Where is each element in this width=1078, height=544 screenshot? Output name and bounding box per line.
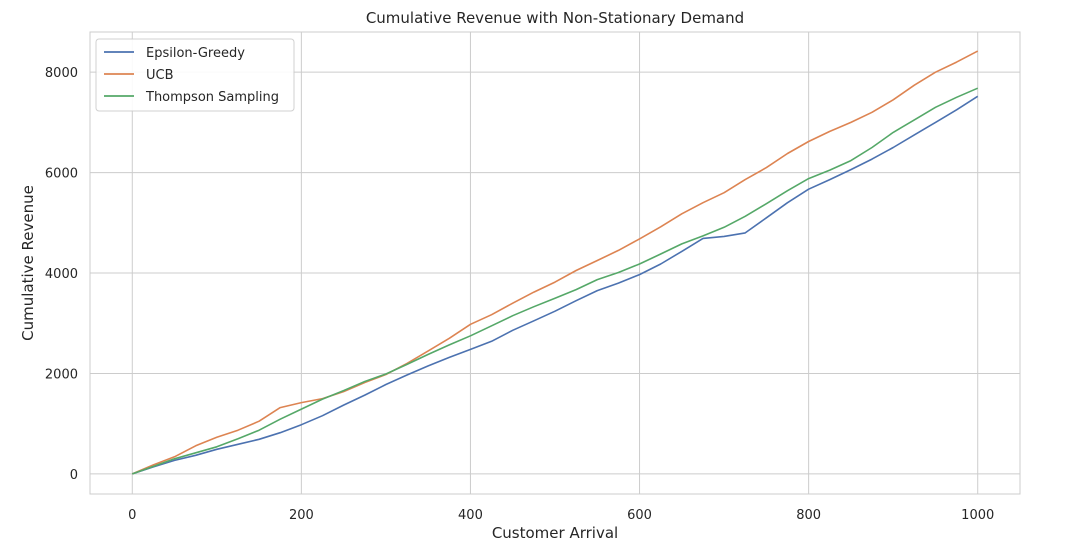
x-tick-label: 800 xyxy=(796,508,821,523)
legend-label-0: Epsilon-Greedy xyxy=(146,46,245,61)
gridlines xyxy=(90,32,1020,494)
legend-label-2: Thompson Sampling xyxy=(145,90,279,105)
y-tick-label: 0 xyxy=(70,468,78,483)
y-tick-labels: 0 2000 4000 6000 8000 xyxy=(45,66,78,483)
y-tick-label: 6000 xyxy=(45,167,78,182)
y-tick-label: 8000 xyxy=(45,66,78,81)
y-tick-label: 2000 xyxy=(45,367,78,382)
x-axis-label: Customer Arrival xyxy=(492,524,618,542)
legend-label-1: UCB xyxy=(146,68,174,83)
y-axis-label: Cumulative Revenue xyxy=(19,185,37,341)
series-line-2 xyxy=(132,87,979,475)
x-tick-labels: 0 200 400 600 800 1000 xyxy=(128,508,994,523)
x-tick-label: 1000 xyxy=(961,508,994,523)
legend: Epsilon-Greedy UCB Thompson Sampling xyxy=(95,38,295,112)
y-tick-label: 4000 xyxy=(45,267,78,282)
x-tick-label: 200 xyxy=(289,508,314,523)
series-line-1 xyxy=(131,50,979,475)
legend-box xyxy=(95,38,295,112)
x-tick-label: 400 xyxy=(458,508,483,523)
chart-title: Cumulative Revenue with Non-Stationary D… xyxy=(366,9,744,27)
x-tick-label: 0 xyxy=(128,508,136,523)
x-tick-label: 600 xyxy=(627,508,652,523)
series-lines xyxy=(131,50,979,475)
series-line-0 xyxy=(132,95,979,475)
